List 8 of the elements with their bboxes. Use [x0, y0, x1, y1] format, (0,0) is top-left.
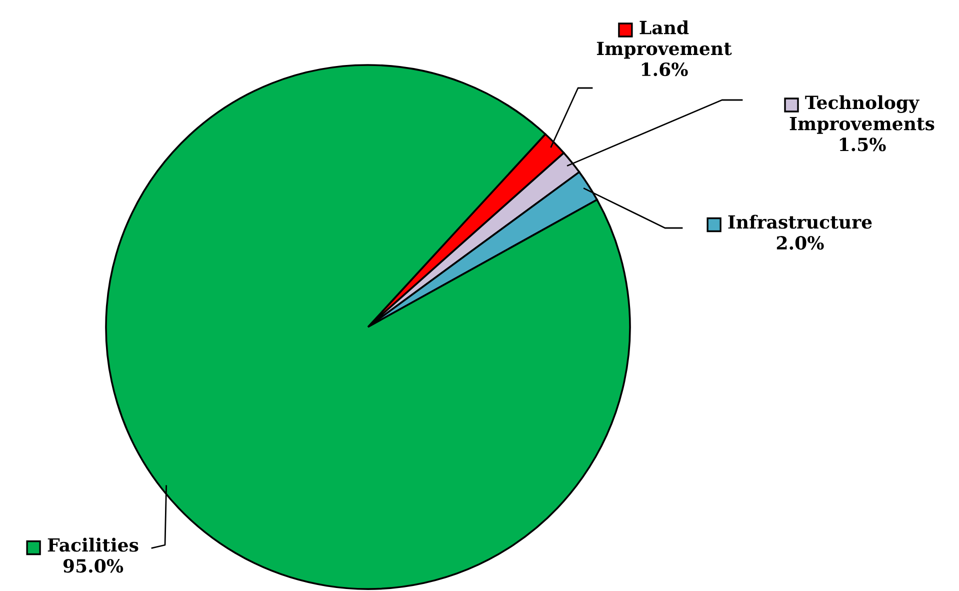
data-label: 2.0% [776, 236, 824, 250]
data-label: 95.0% [63, 559, 124, 573]
legend-label: Infrastructure [728, 214, 872, 229]
legend-label: Facilities [48, 538, 138, 552]
data-label: 1.6% [642, 62, 688, 76]
legend-label: Technology Improvements [790, 95, 934, 134]
data-label: 1.5% [840, 138, 886, 152]
legend-label: Land Improvement [596, 20, 732, 59]
